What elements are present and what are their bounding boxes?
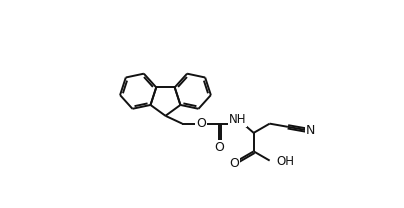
Text: N: N [306, 124, 316, 137]
Text: O: O [214, 141, 224, 154]
Text: O: O [229, 157, 239, 170]
Text: OH: OH [277, 155, 295, 168]
Text: NH: NH [229, 113, 246, 126]
Text: O: O [196, 117, 206, 130]
